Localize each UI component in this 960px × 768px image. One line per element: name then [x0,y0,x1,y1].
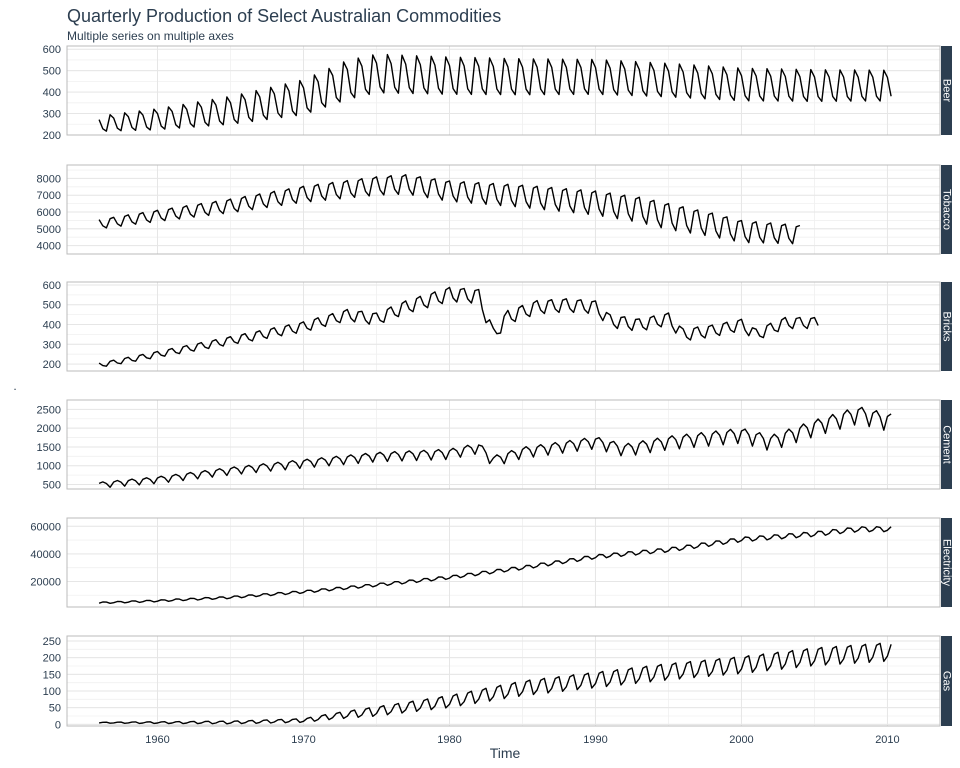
series-line-electricity [98,526,892,604]
facet-strip [941,46,952,135]
y-tick-label: 1500 [37,442,61,454]
facet-strip-label: Cement [941,425,953,464]
y-tick-label: 200 [43,653,61,665]
series-line-gas [98,642,892,725]
y-tick-label: 5000 [37,224,61,236]
facet-strip-label: Bricks [941,312,953,342]
y-tick-label: 400 [43,87,61,99]
x-tick-label: 1990 [583,734,607,746]
x-axis-label: Time [490,745,521,761]
x-tick-label: 1970 [291,734,315,746]
x-tick-label: 2000 [729,734,753,746]
facet-strip-label: Electricity [941,539,953,587]
y-tick-label: 200 [43,359,61,371]
facet-panels: 200300400500600Beer40005000600070008000T… [30,44,952,746]
y-tick-label: 20000 [30,576,61,588]
facet-bricks: 200 300 400 500 600 Bricks [43,280,953,372]
y-tick-label: 1000 [37,461,61,473]
y-tick-label: 8000 [37,173,61,185]
series-line-cement [98,406,892,488]
facet-beer: 200 300 400 500 600 Beer [43,44,953,142]
y-tick-label: 150 [43,669,61,681]
y-tick-label: 7000 [37,190,61,202]
y-tick-label: 300 [43,339,61,351]
y-tick-label: 60000 [30,521,61,533]
facet-strip [941,400,952,489]
y-tick-label: 600 [43,44,61,56]
facet-strip [941,165,952,254]
y-tick-label: 2000 [37,423,61,435]
panel-border [66,399,941,490]
panel-border [66,45,941,136]
y-tick-label: 500 [43,479,61,491]
y-tick-label: 40000 [30,549,61,561]
y-tick-label: 400 [43,320,61,332]
y-tick-label: 0 [55,719,61,731]
y-tick-label: 4000 [37,241,61,253]
facet-strip [941,518,952,607]
y-tick-label: 6000 [37,207,61,219]
y-tick-label: 2500 [37,404,61,416]
y-tick-label: 300 [43,109,61,121]
y-tick-label: 250 [43,636,61,648]
facet-electricity: 20000 40000 60000 Electricity [30,517,953,608]
facet-tobacco: 4000 5000 6000 7000 8000 Tobacco [37,164,953,255]
facet-cement: 500 1000 1500 2000 2500 Cement [37,399,953,491]
facet-gas: 0 50 100 150 200 250 Gas [43,635,953,731]
facet-strip-label: Tobacco [941,189,953,230]
y-tick-label: 200 [43,130,61,142]
y-axis-label: . [13,379,16,393]
facet-strip-label: Gas [941,671,953,692]
series-line-beer [98,53,892,132]
y-tick-label: 500 [43,300,61,312]
facet-strip [941,282,952,371]
x-tick-label: 1960 [145,734,169,746]
facet-strip [941,636,952,726]
y-tick-label: 100 [43,686,61,698]
chart-subtitle: Multiple series on multiple axes [67,29,234,43]
panel-border [66,164,941,255]
series-line-tobacco [98,174,801,245]
panel-border [66,635,941,727]
panel-border [66,517,941,608]
x-tick-label: 1980 [437,734,461,746]
y-tick-label: 500 [43,66,61,78]
facet-strip-label: Beer [941,79,953,103]
panel-border [66,281,941,372]
series-line-bricks [98,286,819,367]
chart-title: Quarterly Production of Select Australia… [67,6,502,26]
y-tick-label: 600 [43,280,61,292]
y-tick-label: 50 [49,703,61,715]
x-tick-label: 2010 [875,734,899,746]
